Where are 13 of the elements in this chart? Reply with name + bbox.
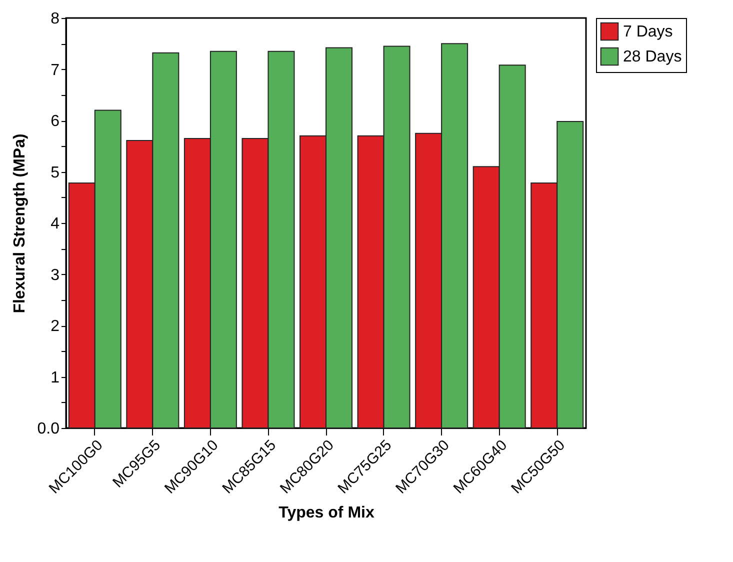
y-tick-label: 4 [50,216,60,232]
x-axis-title: Types of Mix [278,504,374,522]
legend-label: 28 Days [623,48,682,66]
y-tick-label: 3 [50,266,60,284]
y-tick-label: 0.0 [37,420,60,438]
y-tick-label: 1 [50,369,60,386]
legend-label: 7 Days [623,24,673,40]
y-tick-label: 8 [50,10,60,28]
y-tick-label: 6 [50,113,60,130]
y-axis-title: Flexural Strength (MPa) [11,134,28,314]
y-tick-label: 7 [50,62,60,79]
y-tick-label: 5 [50,164,60,182]
y-tick-label: 2 [50,318,60,335]
